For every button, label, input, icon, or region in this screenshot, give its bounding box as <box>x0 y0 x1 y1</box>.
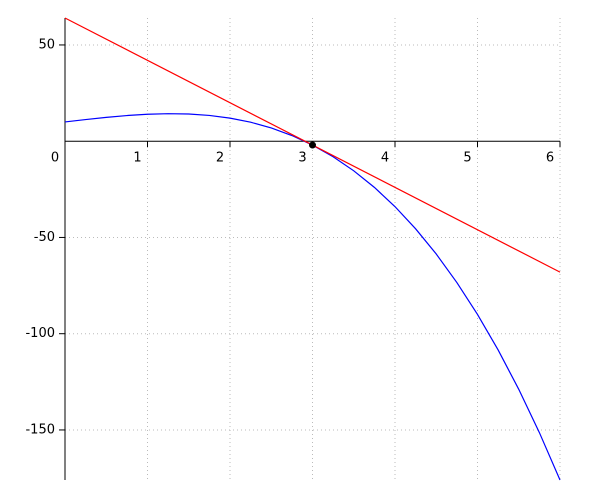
x-tick-label: 1 <box>133 151 141 166</box>
x-tick-label: 0 <box>51 151 59 166</box>
series-line <box>64 113 561 481</box>
y-tick-label: -100 <box>25 326 55 341</box>
x-tick-label: 6 <box>546 151 554 166</box>
x-tick-label: 2 <box>216 151 224 166</box>
point <box>309 141 316 149</box>
x-tick-label: 5 <box>463 151 471 166</box>
y-tick-label: -150 <box>25 422 55 437</box>
y-tick-label: -50 <box>34 230 55 245</box>
x-tick-label: 4 <box>381 151 389 166</box>
y-tick-label: 50 <box>38 37 55 52</box>
x-tick-label: 3 <box>298 151 306 166</box>
